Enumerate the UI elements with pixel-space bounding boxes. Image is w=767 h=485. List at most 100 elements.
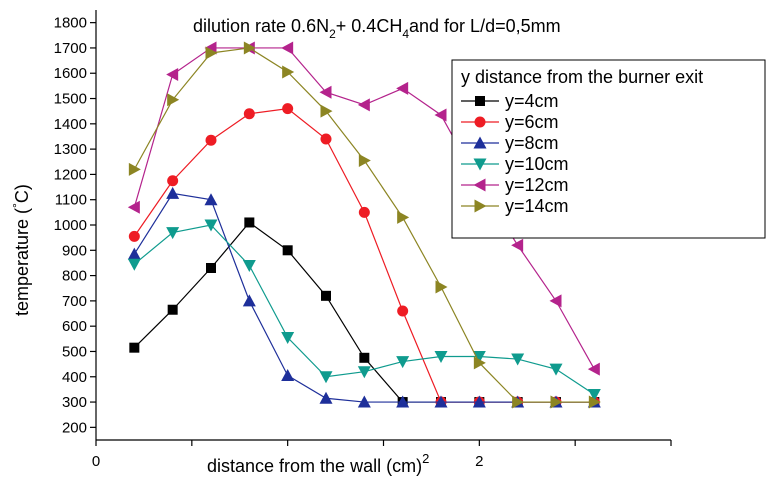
data-point: [242, 294, 256, 307]
legend-marker: [475, 96, 485, 106]
y-tick-label: 1200: [54, 166, 87, 183]
data-point: [472, 395, 486, 408]
data-point: [204, 193, 218, 206]
data-point: [204, 219, 218, 232]
legend-marker: [473, 136, 487, 149]
legend-label: y=8cm: [505, 133, 559, 153]
y-tick-label: 1400: [54, 116, 87, 133]
data-point: [244, 217, 255, 228]
data-point: [434, 395, 448, 408]
legend-label: y=6cm: [505, 112, 559, 132]
legend-box: [451, 59, 766, 239]
title-prefix: dilution rate 0.6N: [193, 16, 329, 36]
y-tick-label: 1000: [54, 217, 87, 234]
data-point: [319, 391, 333, 404]
data-point: [434, 108, 447, 122]
data-point: [127, 258, 141, 271]
data-point: [167, 175, 179, 187]
data-point: [166, 186, 180, 199]
y-axis-title-tail: C): [12, 184, 32, 203]
data-point: [588, 395, 601, 409]
y-tick-label: 1500: [54, 91, 87, 108]
data-point: [128, 230, 140, 242]
data-point: [319, 85, 332, 99]
data-point: [167, 304, 178, 315]
legend-title: y distance from the burner exit: [461, 67, 703, 87]
data-point: [511, 353, 525, 366]
data-point: [396, 356, 410, 369]
data-point: [243, 41, 256, 55]
data-point: [129, 342, 140, 353]
series-group: [127, 41, 601, 409]
legend-item: y=14cm: [461, 196, 569, 216]
data-point: [396, 395, 410, 408]
legend-item: y=4cm: [461, 91, 559, 111]
y-tick-label: 1300: [54, 141, 87, 158]
data-point: [128, 162, 141, 176]
y-axis-title-main: temperature (: [12, 208, 32, 316]
data-point: [396, 81, 409, 95]
data-point: [167, 93, 180, 107]
title-subscript-1: 2: [329, 27, 336, 41]
title-subscript-2: 4: [402, 27, 409, 41]
legend-marker: [474, 199, 487, 213]
data-point: [206, 263, 216, 273]
legend-item: y=8cm: [461, 133, 559, 153]
data-point: [550, 395, 563, 409]
data-point: [357, 98, 370, 112]
legend-label: y=14cm: [505, 196, 569, 216]
data-point: [282, 65, 295, 79]
data-point: [472, 351, 486, 364]
legend-item: y=6cm: [461, 112, 559, 132]
x-axis-title-sup: 2: [422, 451, 429, 466]
data-point: [397, 305, 409, 317]
data-point: [281, 41, 294, 55]
data-point: [511, 238, 524, 252]
data-point: [473, 356, 486, 370]
data-point: [358, 154, 371, 167]
data-point: [166, 68, 179, 81]
data-point: [587, 362, 600, 376]
data-point: [243, 108, 255, 120]
y-tick-label: 1800: [54, 15, 87, 32]
y-tick-label: 1700: [54, 40, 87, 57]
data-point: [242, 259, 256, 272]
title-mid: + 0.4CH: [336, 16, 403, 36]
x-tick-label: 0: [92, 453, 100, 470]
data-point: [549, 294, 562, 308]
data-point: [435, 280, 448, 294]
series-y-10cm: [127, 219, 601, 401]
y-tick-label: 1600: [54, 65, 87, 82]
data-point: [359, 352, 370, 363]
y-tick-label: 800: [62, 268, 87, 285]
y-tick-label: 300: [62, 394, 87, 411]
data-point: [434, 351, 448, 364]
data-point: [282, 103, 294, 115]
data-point: [127, 247, 141, 260]
legend-marker: [473, 158, 487, 171]
data-point: [281, 369, 295, 381]
data-point: [320, 104, 333, 118]
y-tick-label: 400: [62, 369, 87, 386]
x-axis-title-main: distance from the wall (cm): [207, 456, 422, 476]
data-point: [512, 395, 525, 409]
y-axis-ticks: 200 300 400 500 600 700 800 900 1000 1100 1200 1300…: [54, 15, 96, 436]
data-point: [205, 46, 218, 60]
data-point: [549, 363, 563, 376]
data-point: [357, 395, 371, 408]
series-y-4cm: [129, 217, 600, 408]
data-point: [320, 133, 332, 145]
x-tick-label: 2: [475, 453, 483, 470]
data-point: [358, 206, 370, 218]
data-point: [587, 388, 601, 401]
title-suffix: and for L/d=0,5mm: [409, 16, 561, 36]
data-point: [321, 290, 331, 301]
legend-item: y=12cm: [461, 175, 569, 195]
y-tick-label: 600: [62, 318, 87, 335]
data-point: [281, 332, 295, 345]
legend-item: y=10cm: [461, 154, 569, 174]
data-point: [357, 366, 371, 379]
